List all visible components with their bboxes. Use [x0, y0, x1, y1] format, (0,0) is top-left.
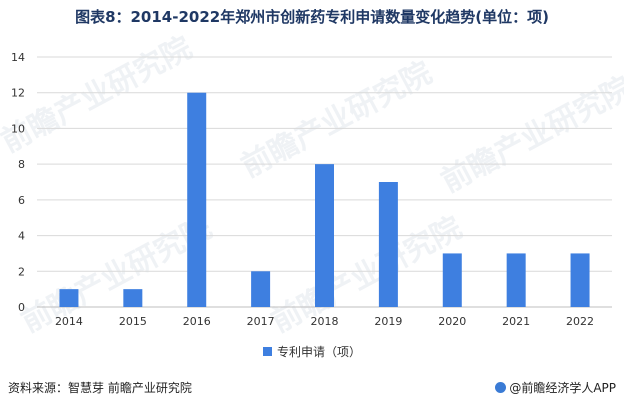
bar — [251, 271, 271, 307]
y-tick-label: 14 — [11, 51, 25, 64]
brand-credit: @前瞻经济学人APP — [495, 379, 616, 396]
brand-logo-icon — [495, 382, 507, 393]
bar — [187, 92, 207, 307]
x-tick-label: 2021 — [502, 315, 530, 328]
bar — [442, 253, 462, 307]
legend: 专利申请（项） — [0, 343, 624, 360]
x-tick-label: 2017 — [247, 315, 275, 328]
bar — [59, 289, 79, 307]
bar — [570, 253, 590, 307]
legend-swatch — [262, 347, 272, 356]
source-note: 资料来源：智慧芽 前瞻产业研究院 — [8, 381, 192, 395]
y-tick-label: 4 — [18, 230, 25, 243]
footer: 资料来源：智慧芽 前瞻产业研究院 @前瞻经济学人APP — [0, 373, 624, 405]
y-tick-label: 12 — [11, 87, 25, 100]
x-tick-label: 2022 — [566, 315, 594, 328]
y-tick-label: 8 — [18, 158, 25, 171]
bar — [123, 289, 143, 307]
x-tick-label: 2015 — [119, 315, 147, 328]
y-tick-label: 0 — [18, 301, 25, 314]
bar — [506, 253, 526, 307]
chart-title: 图表8：2014-2022年郑州市创新药专利申请数量变化趋势(单位：项) — [75, 8, 549, 26]
y-tick-label: 2 — [18, 265, 25, 278]
x-tick-label: 2016 — [183, 315, 211, 328]
x-tick-label: 2019 — [374, 315, 402, 328]
bar-chart: 0 2 4 6 8 10 12 14 2014 2015 2016 2017 2018 2019 2020 2… — [11, 51, 612, 328]
y-tick-label: 10 — [11, 122, 25, 135]
bar — [378, 182, 398, 307]
x-tick-label: 2014 — [55, 315, 83, 328]
legend-label: 专利申请（项） — [276, 345, 361, 359]
x-tick-label: 2018 — [311, 315, 339, 328]
bar — [315, 164, 334, 307]
y-tick-label: 6 — [18, 194, 25, 207]
brand-label: @前瞻经济学人APP — [509, 381, 616, 395]
x-tick-label: 2020 — [438, 315, 466, 328]
